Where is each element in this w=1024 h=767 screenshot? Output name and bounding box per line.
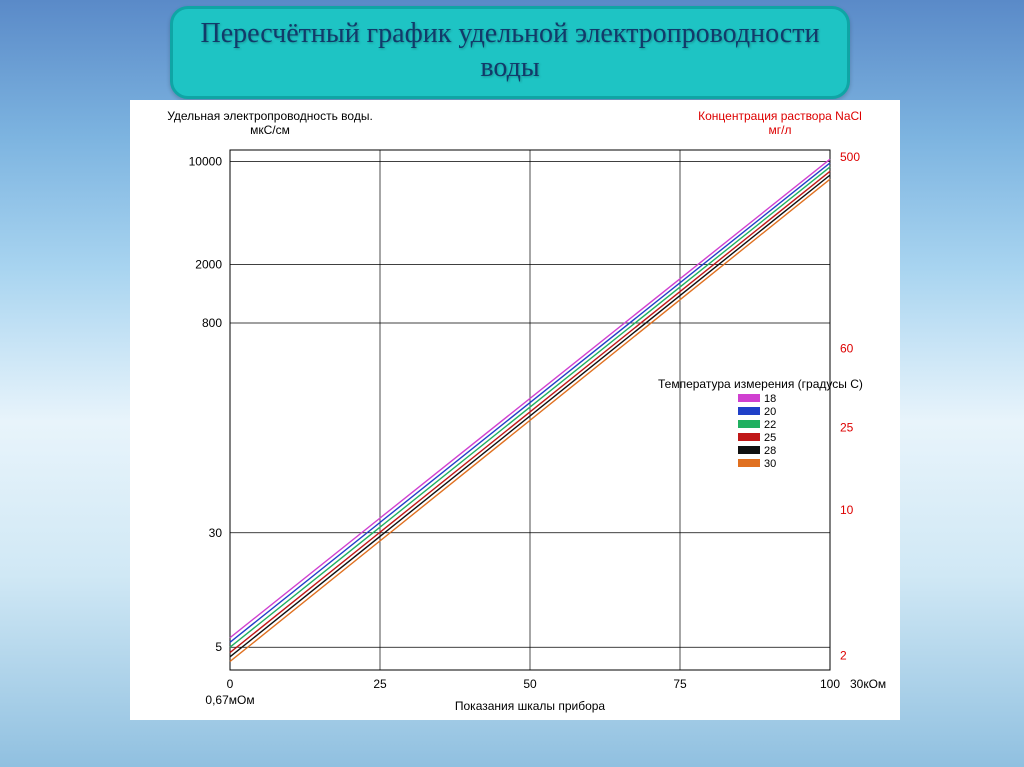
svg-text:2: 2 [840, 648, 847, 662]
svg-text:25: 25 [840, 420, 854, 434]
chart-panel: 0 25 50 75 100 5 30 800 2000 10000 2 10 25 60 500 Удель… [130, 100, 900, 720]
svg-text:75: 75 [673, 677, 687, 691]
svg-text:10000: 10000 [189, 155, 223, 169]
svg-text:мг/л: мг/л [769, 123, 792, 137]
svg-text:0,67мОм: 0,67мОм [205, 693, 254, 707]
svg-text:60: 60 [840, 341, 854, 355]
svg-text:Температура измерения (градусы: Температура измерения (градусы С) [658, 377, 863, 391]
svg-text:30: 30 [209, 526, 223, 540]
svg-text:10: 10 [840, 503, 854, 517]
svg-text:22: 22 [764, 419, 776, 431]
svg-text:Концентрация раствора NaCl: Концентрация раствора NaCl [698, 109, 862, 123]
svg-text:25: 25 [764, 432, 776, 444]
title-box: Пересчётный график удельной электропрово… [170, 6, 850, 99]
svg-text:30: 30 [764, 458, 776, 470]
svg-text:50: 50 [523, 677, 537, 691]
svg-text:30кОм: 30кОм [850, 677, 886, 691]
svg-text:20: 20 [764, 406, 776, 418]
svg-text:0: 0 [227, 677, 234, 691]
conductivity-chart: 0 25 50 75 100 5 30 800 2000 10000 2 10 25 60 500 Удель… [130, 100, 900, 720]
page-title: Пересчётный график удельной электропрово… [193, 17, 827, 84]
svg-text:Удельная электропроводность во: Удельная электропроводность воды. [167, 109, 373, 123]
svg-text:Показания шкалы прибора: Показания шкалы прибора [455, 699, 606, 713]
svg-text:25: 25 [373, 677, 387, 691]
svg-text:28: 28 [764, 445, 776, 457]
svg-text:мкС/см: мкС/см [250, 123, 290, 137]
svg-text:5: 5 [215, 640, 222, 654]
svg-text:100: 100 [820, 677, 840, 691]
svg-text:18: 18 [764, 393, 776, 405]
svg-text:800: 800 [202, 316, 222, 330]
svg-text:500: 500 [840, 150, 860, 164]
svg-text:2000: 2000 [195, 257, 222, 271]
